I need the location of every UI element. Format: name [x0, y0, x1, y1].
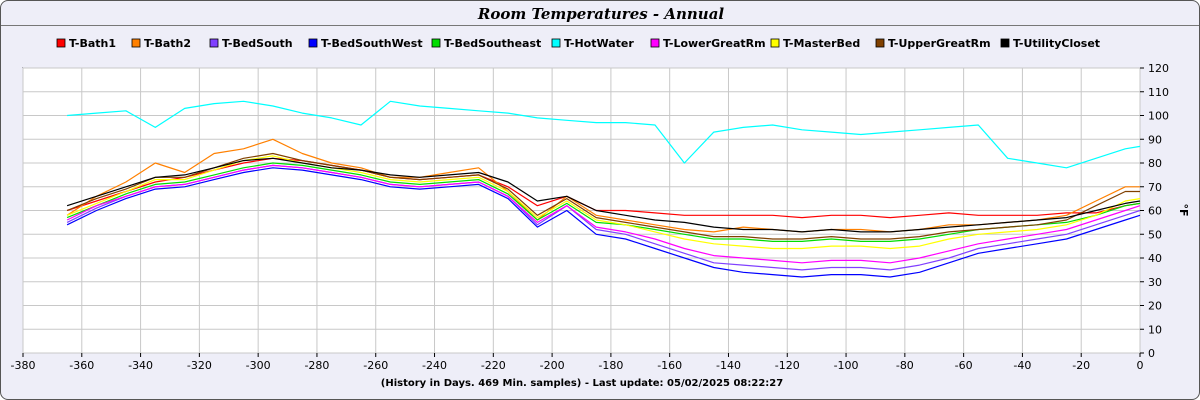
- legend-swatch: [131, 38, 141, 48]
- x-tick-label: -340: [128, 359, 153, 372]
- legend-swatch: [1000, 38, 1010, 48]
- legend-label: T-Bath2: [144, 37, 191, 50]
- legend-label: T-UpperGreatRm: [888, 37, 991, 50]
- series-line-t-hotwater: [67, 100, 1141, 169]
- x-tick-label: -20: [1072, 359, 1090, 372]
- grid: [22, 67, 1141, 354]
- chart-title: Room Temperatures - Annual: [477, 5, 725, 23]
- x-axis-label: (History in Days. 469 Min. samples) - La…: [381, 378, 783, 389]
- legend-swatch: [770, 38, 780, 48]
- series-line-t-lowergreatrm: [66, 164, 1141, 264]
- legend-swatch: [875, 38, 885, 48]
- y-tick-label: 30: [1148, 276, 1162, 289]
- series-line-t-bedsouthwest: [66, 167, 1141, 278]
- x-tick-label: -300: [246, 359, 271, 372]
- x-tick-label: -120: [775, 359, 800, 372]
- legend-swatch: [56, 38, 66, 48]
- legend-swatch: [551, 38, 561, 48]
- y-tick-label: 20: [1148, 300, 1162, 313]
- legend-label: T-BedSouthWest: [321, 37, 423, 50]
- y-tick-label: 50: [1148, 228, 1162, 241]
- x-tick-label: -260: [363, 359, 388, 372]
- legend-label: T-BedSouth: [222, 37, 293, 50]
- y-tick-label: 70: [1148, 181, 1162, 194]
- y-tick-label: 0: [1148, 347, 1155, 360]
- legend-label: T-HotWater: [564, 37, 634, 50]
- y-tick-label: 90: [1148, 133, 1162, 146]
- legend-label: T-Bath1: [69, 37, 116, 50]
- x-tick-label: -140: [716, 359, 741, 372]
- title-divider: [1, 25, 1199, 26]
- y-tick-label: 40: [1148, 252, 1162, 265]
- legend-swatch: [209, 38, 219, 48]
- x-tick-label: -40: [1013, 359, 1031, 372]
- x-tick-label: -280: [304, 359, 329, 372]
- x-tick-label: -360: [69, 359, 94, 372]
- x-axis: -380 -360 -340 -320 -300 -280 -260 -240 -220 -200…: [11, 353, 1144, 372]
- y-axis-label: °F: [1177, 203, 1190, 216]
- legend-label: T-BedSoutheast: [444, 37, 541, 50]
- x-tick-label: 0: [1137, 359, 1144, 372]
- y-tick-label: 100: [1148, 110, 1169, 123]
- y-axis: 0 10 20 30 40 50 60 70 80 90 100 110 120: [1140, 62, 1169, 360]
- x-tick-label: -80: [896, 359, 914, 372]
- x-tick-label: -160: [657, 359, 682, 372]
- series-line-t-bath1: [66, 157, 1141, 219]
- y-tick-label: 80: [1148, 157, 1162, 170]
- x-tick-label: -100: [834, 359, 859, 372]
- x-tick-label: -240: [422, 359, 447, 372]
- x-tick-label: -220: [481, 359, 506, 372]
- y-tick-label: 10: [1148, 323, 1162, 336]
- legend-swatch: [431, 38, 441, 48]
- y-tick-label: 120: [1148, 62, 1169, 75]
- x-tick-label: -180: [598, 359, 623, 372]
- series-lines: [66, 100, 1141, 278]
- series-line-t-utilitycloset: [66, 157, 1141, 233]
- legend-swatch: [650, 38, 660, 48]
- y-tick-label: 110: [1148, 86, 1169, 99]
- legend-label: T-MasterBed: [783, 37, 860, 50]
- legend-swatch: [308, 38, 318, 48]
- x-tick-label: -60: [955, 359, 973, 372]
- x-tick-label: -200: [540, 359, 565, 372]
- y-tick-label: 60: [1148, 205, 1162, 218]
- x-tick-label: -380: [11, 359, 36, 372]
- x-tick-label: -320: [187, 359, 212, 372]
- legend-label: T-UtilityCloset: [1013, 37, 1100, 50]
- legend-label: T-LowerGreatRm: [663, 37, 766, 50]
- legend: T-Bath1 T-Bath2 T-BedSouth T-BedSouthWest T-…: [56, 37, 1100, 50]
- series-line-t-uppergreatrm: [66, 152, 1140, 240]
